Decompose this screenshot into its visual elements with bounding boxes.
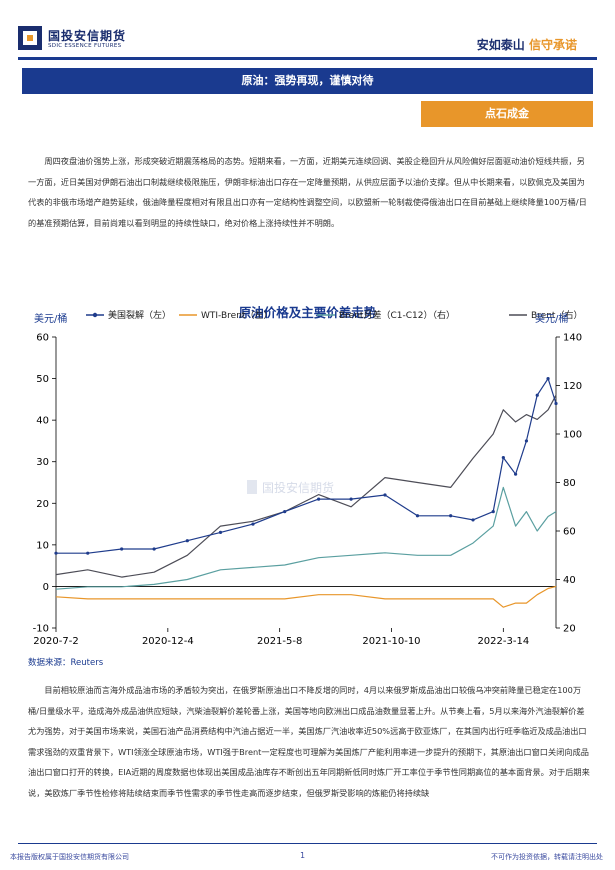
paragraph-2: 目前相较原油而言海外成品油市场的矛盾较为突出，在俄罗斯原油出口不降反增的同时，4…: [28, 685, 590, 798]
left-tick-label: -10: [33, 624, 49, 635]
right-tick-label: 80: [563, 478, 576, 489]
chart-series: [54, 376, 558, 608]
series-point: [86, 551, 90, 555]
legend-marker: [92, 312, 98, 318]
right-tick-label: 20: [563, 624, 576, 635]
footer-divider: [18, 843, 597, 844]
x-tick-label: 2021-10-10: [362, 636, 420, 647]
series-point: [218, 530, 223, 534]
page-number: 1: [300, 851, 306, 860]
left-tick-label: 20: [36, 499, 49, 510]
chart-title: 原油价格及主要价差走势: [238, 305, 377, 320]
right-tick-label: 120: [563, 381, 582, 392]
left-tick-label: 50: [36, 374, 49, 385]
legend-label: 美国裂解（左）: [108, 309, 171, 321]
series-point: [251, 522, 255, 526]
series-point: [349, 497, 353, 501]
right-axis-unit: 美元/桶: [535, 312, 568, 325]
right-tick-label: 140: [563, 333, 582, 344]
logo-icon: [18, 26, 42, 50]
slogan-part-a: 安如泰山: [476, 38, 525, 52]
series-line: [55, 585, 557, 608]
price-spread-chart: 美国裂解（左） WTI-Brent（左） Brent月差（C1-C12）（右） Bre…: [33, 309, 583, 648]
series-point: [491, 510, 495, 514]
paragraph-1: 周四夜盘油价强势上涨，形成突破近期震荡格局的态势。短期来看，一方面，近期美元连续…: [28, 156, 587, 228]
left-tick-label: 60: [36, 333, 49, 344]
logo-text: 国投安信期货: [48, 29, 127, 43]
series-point: [383, 493, 387, 497]
report-title: 原油：强势再现，谨慎对待: [22, 68, 593, 94]
x-tick-label: 2020-12-4: [142, 636, 194, 647]
series-point: [415, 514, 420, 518]
x-tick-label: 2022-3-14: [477, 636, 529, 647]
series-line: [55, 486, 557, 590]
right-tick-label: 40: [563, 575, 576, 586]
series-point: [152, 547, 156, 551]
series-point: [317, 497, 321, 501]
header-divider: [18, 57, 597, 60]
series-point: [185, 539, 189, 543]
x-tick-label: 2020-7-2: [33, 636, 78, 647]
legend-label: Brent月差（C1-C12）（右）: [339, 309, 455, 321]
left-tick-label: 30: [36, 457, 49, 468]
footer-copyright: 本报告版权属于国投安信期货有限公司: [10, 853, 129, 861]
x-tick-label: 2021-5-8: [257, 636, 302, 647]
logo-subtext: SDIC ESSENCE FUTURES: [48, 43, 122, 49]
series-point: [283, 510, 287, 514]
left-tick-label: 40: [36, 416, 49, 427]
slogan-part-b: 信守承诺: [528, 38, 577, 52]
series-point: [546, 376, 550, 381]
series-point: [449, 514, 453, 518]
header-slogan: 安如泰山 信守承诺: [477, 36, 577, 53]
left-tick-label: 0: [43, 582, 49, 593]
right-tick-label: 60: [563, 527, 576, 538]
series-point: [54, 551, 58, 555]
legend-label: Brent（右）: [531, 309, 582, 321]
series-point: [513, 472, 518, 476]
series-point: [535, 393, 539, 397]
legend-label: WTI-Brent（左）: [201, 309, 272, 321]
watermark: 国投安信期货: [247, 480, 334, 495]
series-line: [56, 378, 557, 554]
footer-disclaimer: 不可作为投资依据，转载请注明出处: [491, 853, 603, 861]
series-line: [55, 394, 557, 578]
watermark-text: 国投安信期货: [262, 480, 334, 495]
chart-legend: 美国裂解（左） WTI-Brent（左） Brent月差（C1-C12）（右） Bre…: [86, 309, 582, 321]
data-source: 数据来源：Reuters: [28, 658, 104, 668]
series-point: [120, 547, 124, 551]
series-point: [554, 401, 558, 406]
series-point: [501, 455, 505, 460]
left-tick-label: 10: [36, 540, 49, 551]
series-point: [524, 439, 529, 443]
section-tag: 点石成金: [421, 101, 593, 127]
series-point: [471, 518, 475, 522]
chart-axes: -10 0 10 20 30 40 50 60 20 40 60 80 100 120 140 2020-7-…: [33, 333, 582, 648]
right-tick-label: 100: [563, 430, 582, 441]
left-axis-unit: 美元/桶: [34, 312, 67, 325]
